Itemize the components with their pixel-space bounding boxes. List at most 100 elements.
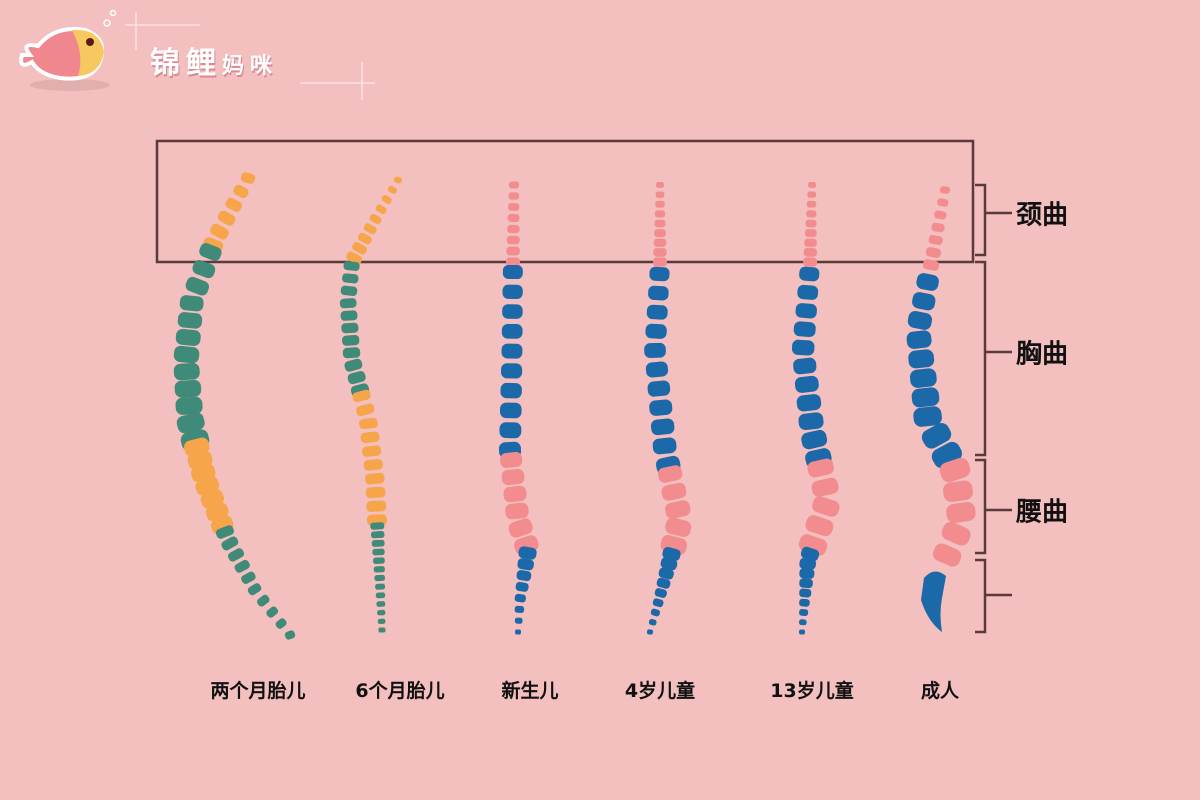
vertebra [506,246,520,256]
curve-label-cervical: 颈曲 [1016,200,1069,231]
vertebra [665,517,692,537]
vertebra [210,223,229,240]
vertebra [352,389,371,403]
vertebra [501,323,523,339]
cervical-highlight-frame [155,139,975,264]
vertebra [650,418,675,436]
vertebra [645,323,667,339]
vertebra [517,558,534,571]
vertebra [922,259,940,271]
vertebra [508,518,533,538]
vertebra [795,303,817,319]
vertebra [653,238,667,247]
vertebra [225,197,242,212]
vertebra [794,375,819,393]
vertebra [515,581,529,592]
vertebra [912,292,936,311]
curve-bracket [975,458,1012,555]
vertebra [516,570,532,582]
vertebra [649,399,673,416]
vertebra [240,172,256,184]
vertebra [175,328,201,346]
vertebra [340,310,358,321]
vertebra [797,284,819,300]
vertebra [370,531,385,539]
vertebra [199,243,222,261]
vertebra [266,606,279,618]
vertebra [946,502,976,523]
vertebra [804,229,817,238]
vertebra [375,583,386,590]
vertebra [365,486,386,499]
vertebra [941,521,971,546]
vertebra [352,242,367,255]
vertebra [654,219,666,228]
vertebra [215,525,234,539]
vertebra [807,181,817,189]
vertebra [363,459,383,471]
vertebra [365,472,385,485]
vertebra [227,548,245,562]
vertebra [805,219,817,228]
vertebra [373,566,385,573]
vertebra [508,192,520,200]
vertebra [803,257,818,267]
curve-label-thoracic: 胸曲 [1016,339,1069,370]
vertebra [508,181,520,189]
vertebra [931,222,945,233]
vertebra [373,557,385,564]
spine-newborn [498,181,539,635]
vertebra [934,210,947,220]
vertebra [925,247,942,258]
vertebra [655,191,665,198]
vertebra [514,617,523,624]
vertebra [505,257,520,267]
vertebra [800,546,820,562]
vertebra [645,361,669,378]
spine-label-adult: 成人 [920,680,960,702]
vertebra [907,311,933,330]
vertebra [342,273,359,284]
vertebra [341,322,359,334]
vertebra [652,598,664,608]
vertebra [799,588,812,598]
spine-2-month-fetus [173,172,296,640]
vertebra [913,406,942,427]
vertebra [657,465,683,483]
spine-adult [906,186,976,632]
vertebra [661,482,687,501]
vertebra [340,285,358,296]
vertebra [799,266,820,282]
vertebra [799,578,813,589]
vertebra [501,468,525,486]
vertebra [500,363,523,379]
vertebra [646,304,668,320]
brand-title-big: 锦鲤 [150,46,222,81]
vertebra [502,264,523,280]
vertebra [654,229,666,238]
vertebra [360,431,380,444]
vertebra [175,396,203,415]
vertebra [233,184,249,199]
vertebra [916,273,939,291]
vertebra [807,191,817,198]
vertebra [803,247,817,257]
vertebra [179,295,204,312]
vertebra [185,276,209,296]
vertebra [347,371,366,385]
vertebra [502,304,523,319]
vertebra [503,485,527,503]
vertebra [234,559,250,573]
vertebra [921,423,952,449]
vertebra [506,235,520,245]
vertebra [342,335,360,346]
vertebra [807,458,834,478]
vertebra [908,349,935,369]
vertebra [284,630,296,640]
vertebra [357,232,372,245]
vertebra [369,213,382,225]
vertebra [654,210,666,218]
vertebra [932,543,962,567]
vertebra [806,200,817,208]
